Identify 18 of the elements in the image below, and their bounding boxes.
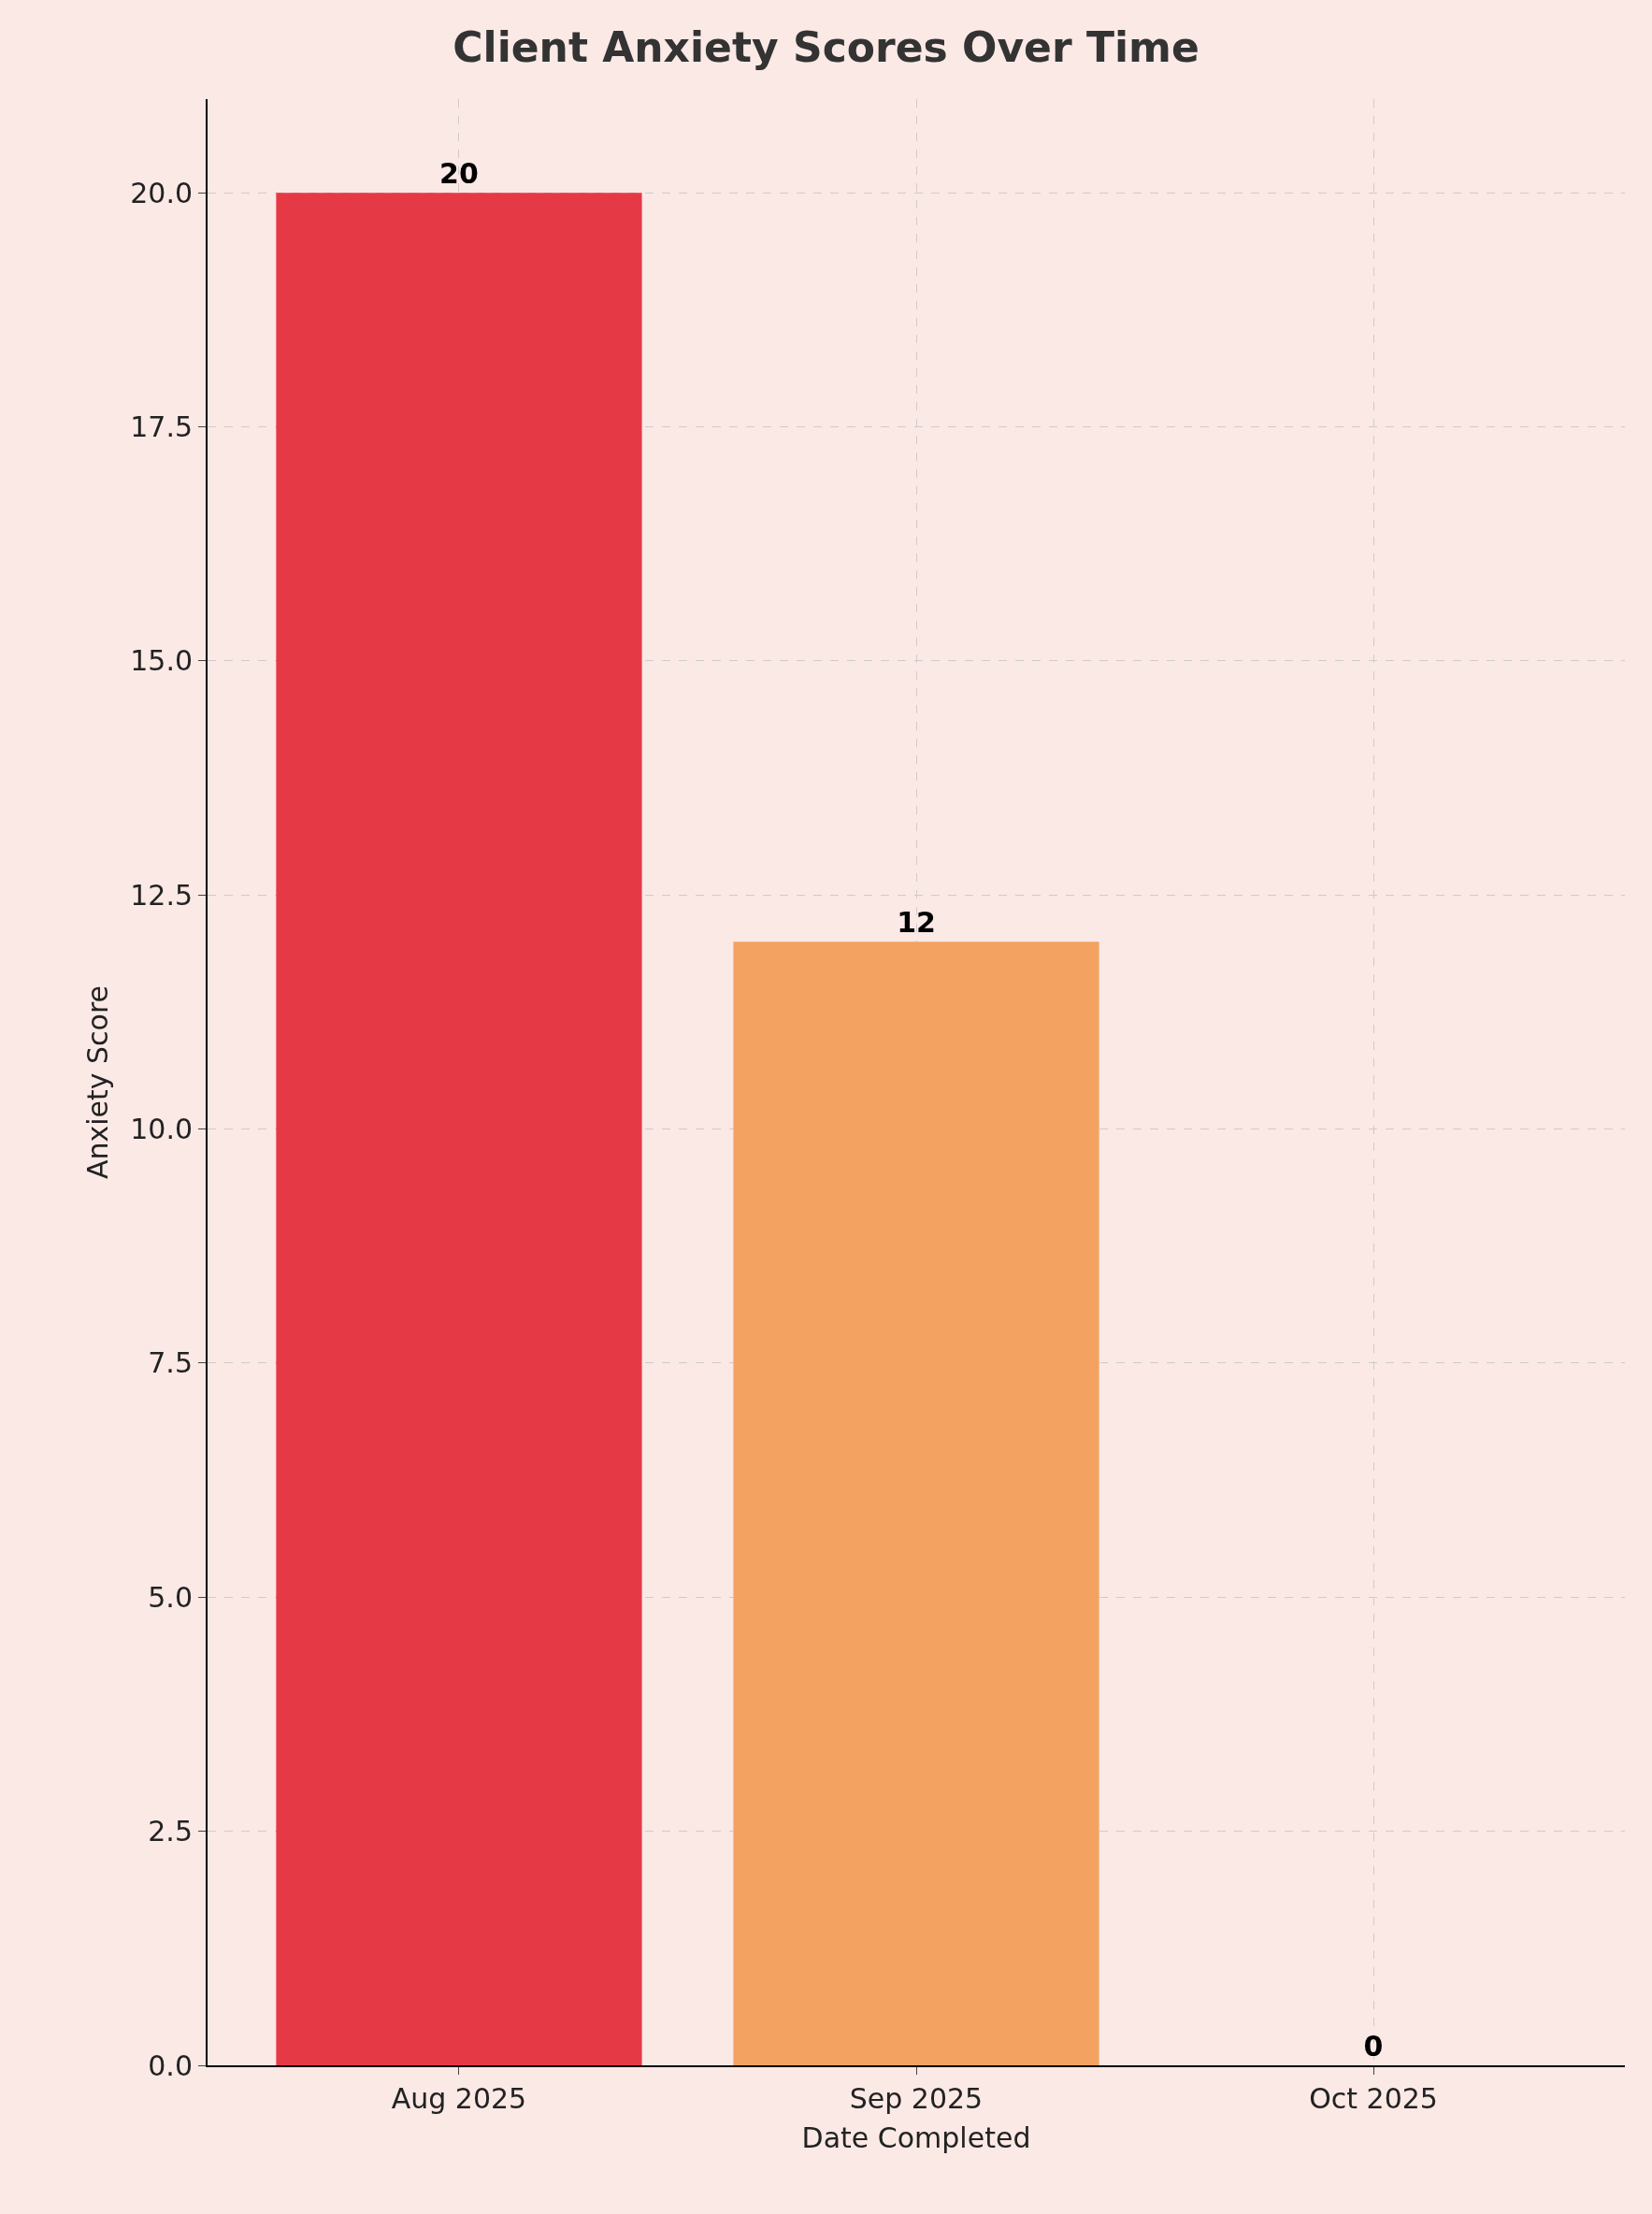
data-label: 12 [897,906,936,940]
data-label: 0 [1363,2030,1384,2063]
x-tick-label: Sep 2025 [849,2082,984,2115]
x-axis-title: Date Completed [801,2121,1031,2154]
y-tick-label: 10.0 [130,1113,193,1146]
x-tick-label: Oct 2025 [1309,2082,1438,2115]
y-tick-label: 2.5 [148,1815,193,1848]
y-tick-label: 5.0 [148,1580,193,1614]
y-tick-label: 7.5 [148,1346,193,1380]
y-tick-label: 12.5 [130,878,193,912]
x-tick-label: Aug 2025 [391,2082,527,2115]
y-tick-label: 15.0 [130,644,193,678]
data-label: 20 [439,157,479,191]
y-tick-label: 17.5 [130,410,193,443]
chart-title: Client Anxiety Scores Over Time [453,23,1199,72]
y-tick-label: 0.0 [148,2049,193,2082]
y-axis-title: Anxiety Score [80,985,114,1180]
y-tick-label: 20.0 [130,176,193,209]
